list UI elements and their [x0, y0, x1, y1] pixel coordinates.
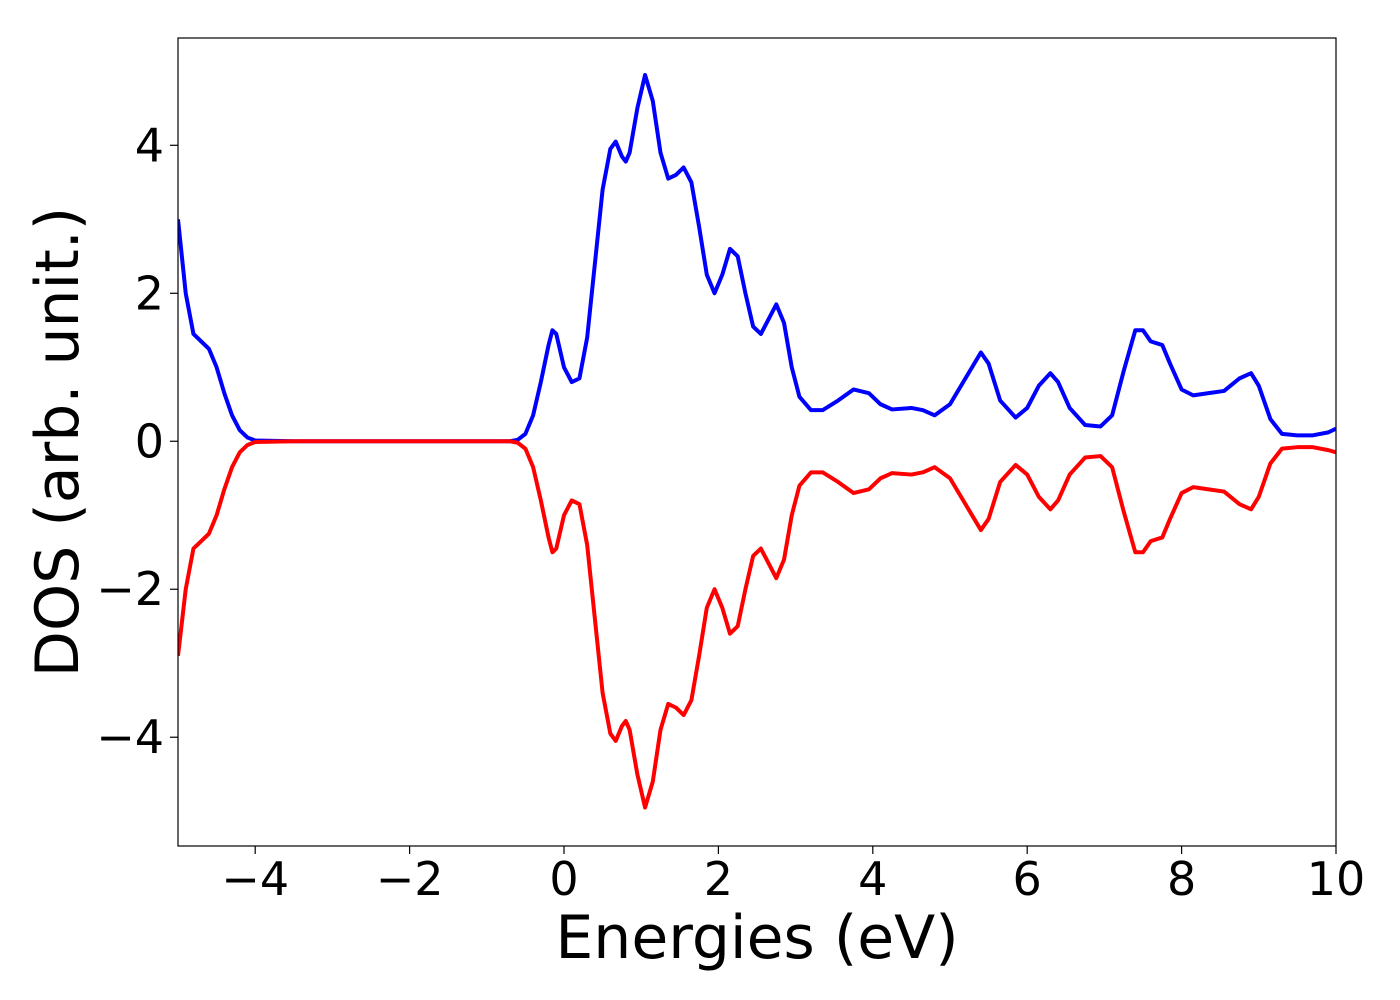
x-tick-label: 4: [858, 852, 887, 906]
x-tick-label: −4: [221, 852, 289, 906]
x-tick-label: 8: [1167, 852, 1196, 906]
x-tick-label: 6: [1013, 852, 1042, 906]
x-tick-label: 10: [1307, 852, 1366, 906]
y-tick-label: −4: [96, 710, 164, 764]
data-line: [178, 439, 1336, 810]
x-tick-label: −2: [376, 852, 444, 906]
x-tick-label: 2: [704, 852, 733, 906]
y-axis-label: DOS (arb. unit.): [23, 207, 93, 677]
x-tick-label: 0: [549, 852, 578, 906]
x-axis-label: Energies (eV): [555, 903, 958, 973]
y-tick-label: 0: [135, 414, 164, 468]
y-tick-label: 4: [135, 118, 164, 172]
y-tick-label: −2: [96, 562, 164, 616]
plot-frame: [177, 37, 1337, 847]
data-line: [178, 73, 1336, 444]
y-tick-label: 2: [135, 266, 164, 320]
